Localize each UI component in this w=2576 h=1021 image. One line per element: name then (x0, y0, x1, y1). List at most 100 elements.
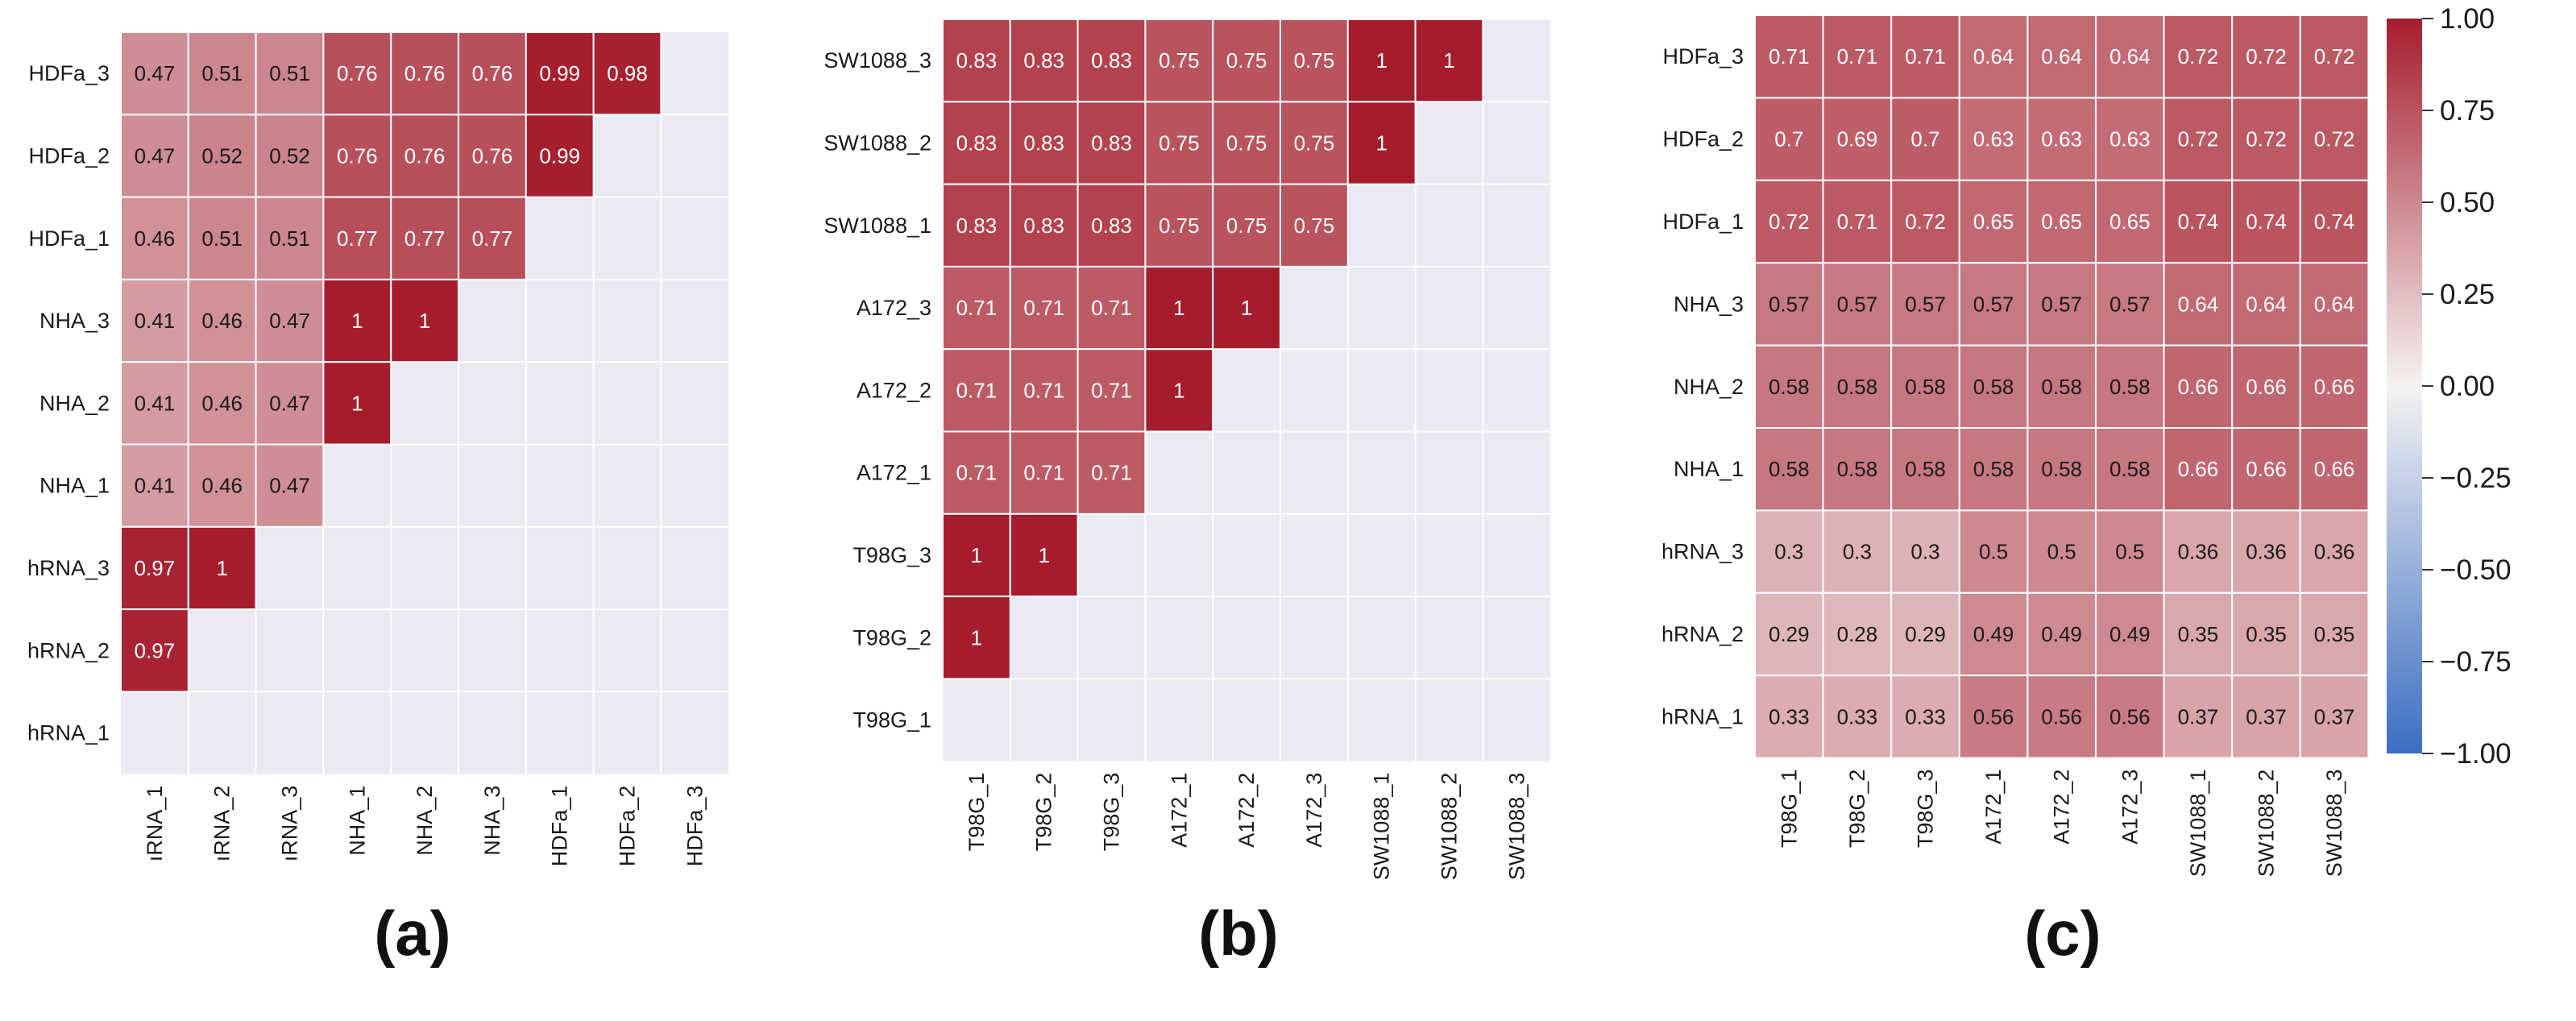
cell-value-label: 0.75 (1159, 214, 1200, 238)
heatmap-cell (2231, 179, 2301, 264)
cell-value-label: 0.75 (1226, 214, 1267, 238)
heatmap-cell (1890, 344, 1960, 430)
heatmap-cell (2026, 15, 2097, 99)
heatmap-cell (2231, 344, 2301, 430)
y-tick-label: T98G_1 (852, 708, 931, 733)
cell-value-label: 0.28 (1837, 622, 1878, 646)
heatmap-cell (390, 278, 460, 363)
cell-value-label: 0.36 (2314, 540, 2355, 564)
x-tick-label: SW1088_1 (1370, 773, 1394, 881)
heatmap-cell (2299, 15, 2370, 99)
colorbar-tick-label: −0.25 (2440, 463, 2512, 494)
cell-value-label: 0.46 (201, 474, 243, 498)
heatmap-cell (1890, 427, 1960, 512)
heatmap-cell (942, 348, 1011, 433)
heatmap-cell (322, 278, 392, 363)
cell-value-label: 0.37 (2178, 704, 2219, 728)
cell-value-label: 0.58 (1769, 375, 1810, 399)
heatmap-cell (2095, 427, 2165, 512)
cell-value-label: 1 (1241, 296, 1252, 320)
cell-value-label: 0.71 (956, 461, 998, 485)
heatmap-cell (2095, 262, 2165, 347)
x-tick-label: A172_1 (1981, 770, 2006, 845)
heatmap-cell (1754, 427, 1824, 512)
heatmap-cell (1890, 674, 1960, 759)
colorbar-tick-label: −1.00 (2440, 738, 2512, 770)
colorbar-tick-label: 0.25 (2440, 279, 2495, 310)
cell-value-label: 0.66 (2178, 375, 2219, 399)
heatmap-cell (2231, 427, 2301, 512)
cell-value-label: 0.35 (2178, 622, 2219, 646)
y-tick-label: A172_3 (857, 296, 931, 320)
cell-value-label: 0.98 (607, 61, 648, 85)
y-tick-label: HDFa_2 (1662, 127, 1744, 151)
cell-value-label: 0.72 (2246, 44, 2287, 68)
cell-value-label: 0.58 (1973, 457, 2014, 481)
heatmap-cell (1144, 265, 1214, 351)
x-tick-label: T98G_2 (1845, 770, 1869, 849)
cell-value-label: 0.41 (135, 474, 176, 498)
cell-value-label: 0.51 (269, 226, 310, 251)
heatmap-cell (2026, 509, 2097, 594)
heatmap-cell (942, 183, 1011, 268)
cell-value-label: 0.63 (2109, 127, 2151, 151)
x-tick-label: NHA_1 (345, 786, 369, 856)
cell-value-label: 0.97 (135, 556, 176, 580)
cell-value-label: 0.47 (269, 474, 310, 498)
cell-value-label: 0.83 (956, 131, 998, 155)
cell-value-label: 0.51 (269, 61, 310, 85)
heatmap-cell (2163, 509, 2234, 594)
heatmap-cell (1822, 97, 1893, 181)
x-tick-label: A172_2 (1234, 773, 1259, 848)
heatmap-panel-a: 0.47 0.51 0.51 0.76 0.76 0.76 0.99 0.98 0.47 0.52… (27, 31, 729, 969)
x-tick-label: SW1088_1 (2186, 770, 2210, 878)
heatmap-cell (255, 196, 325, 280)
heatmap-cell (942, 265, 1011, 351)
cell-value-label: 0.75 (1159, 131, 1200, 155)
cell-value-label: 0.71 (1769, 44, 1810, 68)
heatmap-cell (1280, 183, 1349, 268)
heatmap-cell (2026, 97, 2097, 181)
y-tick-label: NHA_2 (39, 391, 110, 415)
heatmap-cell (1822, 15, 1893, 99)
x-tick-label: HDFa_3 (682, 786, 707, 867)
cell-value-label: 0.64 (2314, 292, 2355, 316)
cell-value-label: 0.71 (1905, 44, 1946, 68)
heatmap-cell (1958, 591, 2029, 677)
x-tick-label: T98G_3 (1914, 770, 1938, 849)
cell-value-label: 0.75 (1159, 48, 1200, 73)
heatmap-cell (187, 31, 257, 116)
cell-value-label: 1 (1038, 543, 1049, 567)
heatmap-cell (2299, 427, 2370, 512)
heatmap-cell (2299, 179, 2370, 264)
y-tick-label: NHA_2 (1674, 375, 1744, 399)
cell-value-label: 0.58 (1769, 457, 1810, 481)
cell-value-label: 0.72 (1905, 210, 1946, 234)
cell-value-label: 0.51 (201, 226, 243, 251)
cell-value-label: 0.75 (1294, 48, 1335, 73)
x-tick-label: A172_1 (1167, 773, 1191, 848)
cell-value-label: 1 (351, 309, 363, 333)
y-tick-label: SW1088_2 (823, 131, 931, 155)
heatmap-cell (187, 278, 257, 363)
cell-value-label: 0.97 (135, 638, 176, 662)
colorbar-tick-label: 0.00 (2440, 371, 2495, 402)
cell-value-label: 0.49 (1973, 622, 2014, 646)
cell-value-label: 1 (1173, 378, 1184, 402)
heatmap-cell (942, 513, 1011, 598)
heatmap-cell (1754, 262, 1824, 347)
heatmap-cell (255, 361, 325, 446)
cell-value-label: 0.64 (1973, 44, 2014, 68)
cell-value-label: 0.37 (2246, 704, 2287, 728)
cell-value-label: 0.7 (1774, 127, 1803, 151)
heatmap-cell (2163, 179, 2234, 264)
x-tick-label: SW1088_2 (1437, 773, 1462, 881)
heatmap-cell (120, 31, 189, 116)
heatmap-cell (2299, 344, 2370, 430)
y-tick-label: HDFa_1 (1662, 210, 1744, 234)
heatmap-panel-c: 0.71 0.71 0.71 0.64 0.64 0.64 0.72 0.72 0.72 0.7 0… (1661, 15, 2370, 969)
cell-value-label: 0.75 (1226, 48, 1267, 73)
heatmap-cell (2095, 344, 2165, 430)
heatmap-cell (2231, 262, 2301, 347)
heatmap-cell (1754, 179, 1824, 264)
